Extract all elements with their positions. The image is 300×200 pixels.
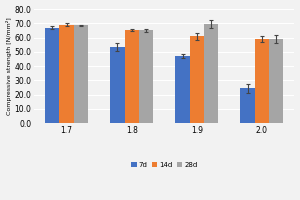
Legend: 7d, 14d, 28d: 7d, 14d, 28d — [131, 162, 198, 168]
Bar — [240, 88, 255, 123]
Bar — [204, 24, 218, 123]
Bar — [190, 36, 204, 123]
Bar — [269, 39, 284, 123]
Y-axis label: Compressive strength [N/mm²]: Compressive strength [N/mm²] — [6, 17, 12, 115]
Bar — [45, 28, 59, 123]
Bar — [124, 30, 139, 123]
Bar — [110, 47, 124, 123]
Bar — [74, 25, 88, 123]
Bar — [139, 30, 153, 123]
Bar — [59, 25, 74, 123]
Bar — [255, 39, 269, 123]
Bar — [175, 56, 190, 123]
